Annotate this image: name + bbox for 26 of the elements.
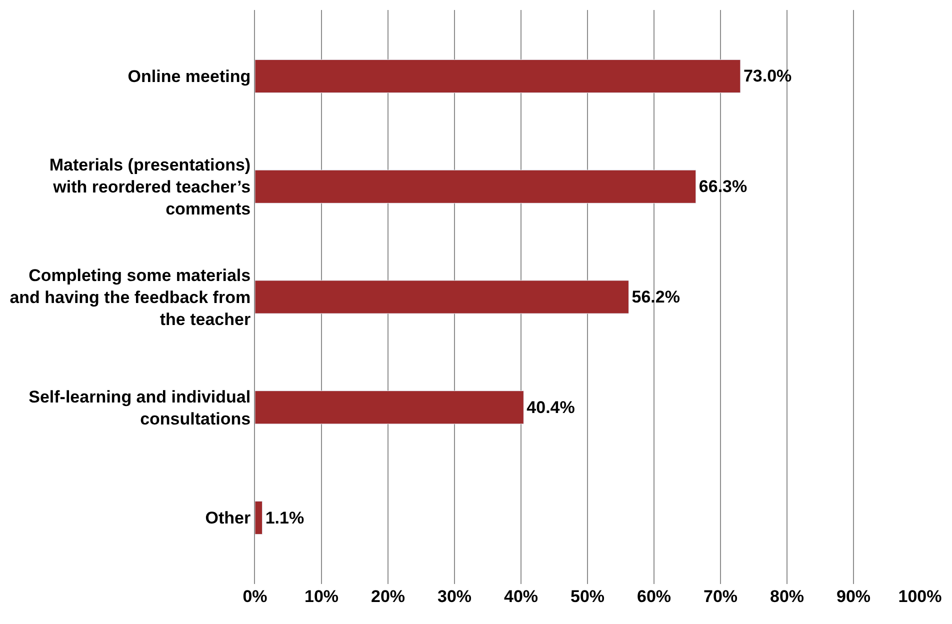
x-tick-label: 60% [636, 587, 672, 606]
x-tick-label: 90% [836, 587, 871, 606]
y-tick-label: Self-learning and individual consultations [28, 387, 251, 428]
x-tick-label: 80% [770, 587, 804, 606]
data-label: 1.1% [265, 508, 304, 528]
x-tick-label: 50% [570, 587, 605, 606]
data-label: 73.0% [743, 66, 792, 86]
x-tick-label: 20% [370, 587, 406, 606]
x-tick-label: 30% [437, 587, 472, 606]
y-tick-label: Completing some materials and having the feedback from the teacher [10, 266, 251, 330]
bar [255, 390, 524, 424]
x-tick-label: 100% [898, 587, 942, 606]
bar [255, 280, 629, 314]
y-tick-label: Materials (presentations) with reordered teacher’s comments [49, 155, 251, 219]
data-label: 66.3% [698, 177, 748, 196]
data-label: 56.2% [632, 288, 680, 306]
data-label: 40.4% [526, 398, 575, 417]
x-tick-label: 0% [242, 587, 268, 606]
bar [255, 59, 741, 94]
bar [255, 500, 263, 535]
bar [255, 170, 696, 204]
y-tick-label: Other [205, 508, 251, 528]
x-tick-label: 10% [304, 587, 339, 606]
x-tick-label: 70% [703, 587, 738, 606]
y-tick-label: Online meeting [128, 67, 251, 86]
x-tick-label: 40% [504, 587, 538, 606]
